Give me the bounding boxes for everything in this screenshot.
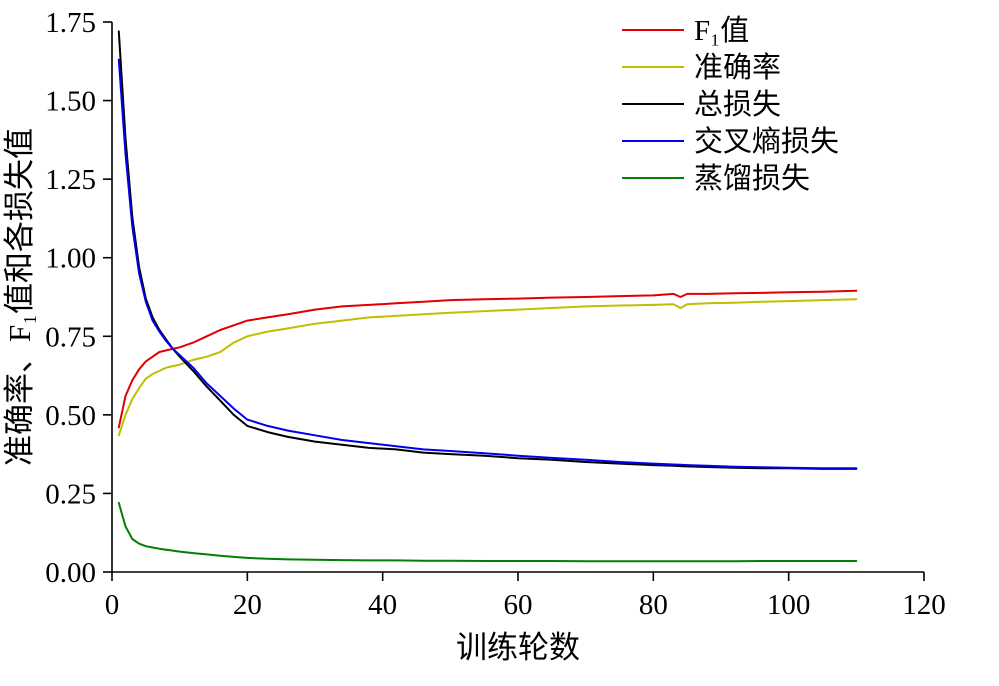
- y-tick-label: 0.75: [45, 321, 96, 353]
- y-axis-label: 准确率、F₁值和各损失值: [2, 128, 37, 466]
- legend-item-cross-entropy-loss: 交叉熵损失: [622, 125, 839, 158]
- x-tick-label: 0: [105, 589, 120, 621]
- legend-item-distillation-loss: 蒸馏损失: [622, 162, 810, 195]
- legend-label: 交叉熵损失: [694, 125, 839, 158]
- legend-item-total-loss: 总损失: [622, 88, 781, 121]
- series-line-accuracy: [117, 298, 858, 437]
- y-tick-label: 1.75: [45, 7, 96, 39]
- y-tick-label: 1.00: [45, 243, 96, 275]
- series-line-distillation-loss: [117, 501, 858, 563]
- y-tick-label: 1.25: [45, 164, 96, 196]
- series-line-cross-entropy-loss: [117, 58, 858, 470]
- y-tick-label: 0.50: [45, 400, 96, 432]
- y-tick-label: 0.25: [45, 478, 96, 510]
- series-line-f1: [117, 289, 858, 429]
- y-tick-label: 1.50: [45, 86, 96, 118]
- series-lines: [117, 30, 858, 563]
- legend-item-accuracy: 准确率: [622, 51, 781, 84]
- x-tick-label: 60: [504, 589, 533, 621]
- x-tick-label: 80: [639, 589, 668, 621]
- x-tick-label: 100: [767, 589, 811, 621]
- x-tick-label: 120: [902, 589, 946, 621]
- x-tick-label: 40: [368, 589, 397, 621]
- legend-label: 蒸馏损失: [694, 162, 810, 195]
- legend-label: 准确率: [694, 51, 781, 84]
- x-tick-label: 20: [233, 589, 262, 621]
- legend-label: F₁值: [694, 14, 749, 47]
- axes: 0 20 40 60 80 100 120 0.00 0.25 0.50 0.75 1.00 1.25 1…: [45, 7, 946, 621]
- y-tick-label: 0.00: [45, 557, 96, 589]
- legend-label: 总损失: [694, 88, 781, 121]
- legend-item-f1: F₁值: [622, 14, 749, 47]
- x-axis-label: 训练轮数: [456, 630, 580, 665]
